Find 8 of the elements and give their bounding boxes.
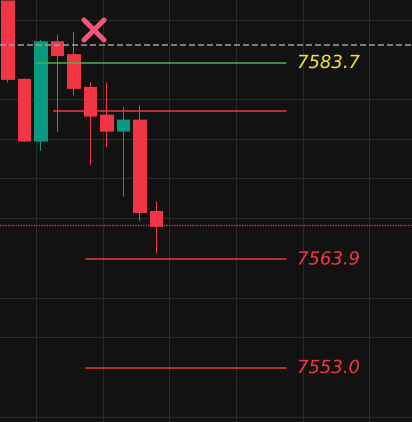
candlestick bbox=[67, 31, 81, 96]
candlestick bbox=[18, 78, 31, 142]
y-tick-label: 7553.0 bbox=[297, 356, 360, 378]
y-tick-label: 7563.9 bbox=[297, 248, 360, 270]
candlestick bbox=[34, 39, 48, 152]
candlestick bbox=[1, 0, 15, 83]
y-tick-label: 7583.7 bbox=[297, 52, 361, 74]
candlestick bbox=[117, 106, 130, 198]
